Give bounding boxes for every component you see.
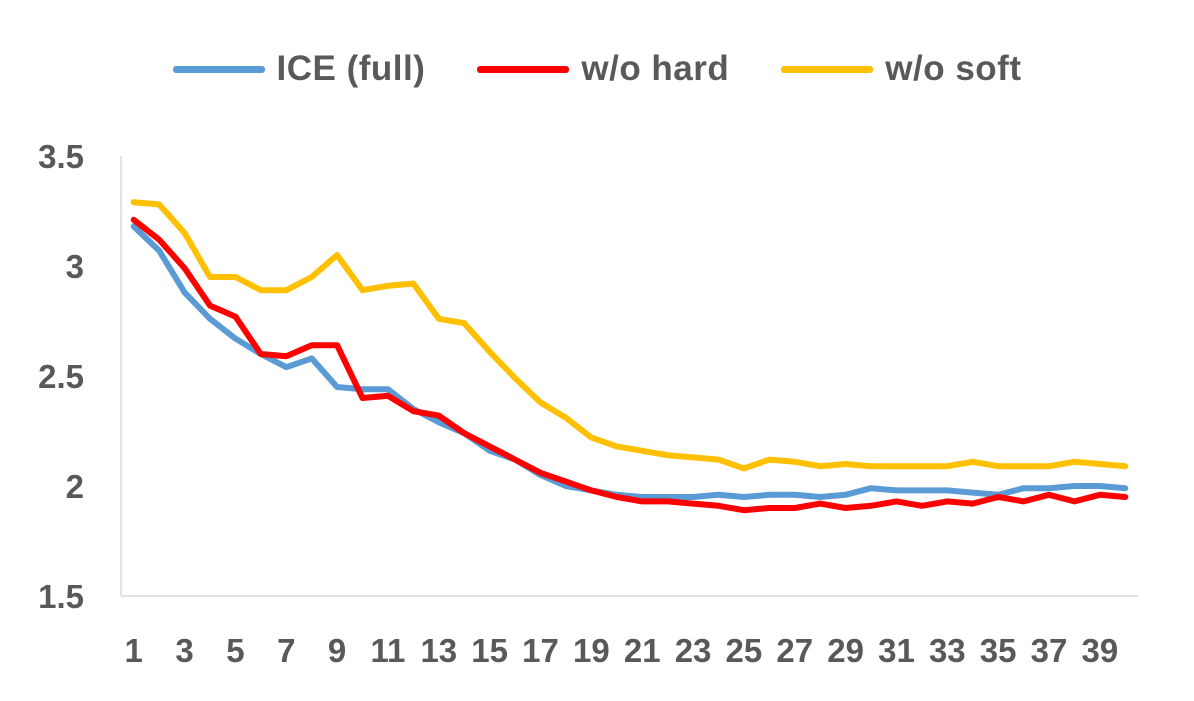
y-tick-label: 2.5: [38, 358, 84, 395]
x-tick-label: 7: [277, 632, 295, 669]
legend-item-wo-hard: w/o hard: [477, 49, 729, 89]
legend-item-wo-soft: w/o soft: [781, 49, 1021, 89]
x-tick-label: 39: [1082, 632, 1119, 669]
legend-label-wo-hard: w/o hard: [581, 49, 730, 88]
x-tick-label: 25: [726, 632, 763, 669]
legend-item-ice-full: ICE (full): [172, 49, 426, 89]
x-tick-label: 19: [573, 632, 610, 669]
y-tick-label: 2: [66, 468, 84, 505]
x-tick-label: 29: [827, 632, 864, 669]
x-tick-label: 27: [776, 632, 813, 669]
series-line-ice-full: [130, 223, 1129, 500]
x-tick-label: 35: [980, 632, 1017, 669]
x-tick-label: 21: [624, 632, 661, 669]
x-tick-label: 17: [522, 632, 559, 669]
x-tick-label: 15: [471, 632, 508, 669]
legend-swatch-wo-hard: [477, 65, 570, 73]
x-tick-label: 13: [420, 632, 457, 669]
series-line-w-o-soft: [130, 199, 1129, 472]
x-tick-label: 31: [878, 632, 915, 669]
x-tick-label: 1: [125, 632, 143, 669]
legend-label-wo-soft: w/o soft: [885, 49, 1022, 88]
x-tick-label: 5: [226, 632, 244, 669]
y-axis-ticks: 1.5 2 2.5 3 3.5: [38, 138, 84, 615]
chart-axes: [120, 156, 1138, 597]
x-tick-label: 23: [675, 632, 712, 669]
x-tick-label: 33: [929, 632, 966, 669]
y-tick-label: 3: [66, 248, 84, 285]
x-tick-label: 9: [328, 632, 346, 669]
y-tick-label: 1.5: [38, 578, 84, 615]
x-axis-ticks: 1 3 5 7 9 11 13 15 17 19 21 23 25 27 29 31 33 35 37 39: [125, 632, 1119, 669]
y-tick-label: 3.5: [38, 138, 84, 175]
series-line-w-o-hard: [130, 216, 1129, 514]
legend-swatch-ice-full: [172, 65, 265, 73]
legend-swatch-wo-soft: [781, 65, 874, 73]
chart-series-lines: [130, 199, 1129, 514]
x-tick-label: 37: [1031, 632, 1068, 669]
legend-label-ice-full: ICE (full): [276, 49, 426, 88]
x-tick-label: 3: [175, 632, 193, 669]
chart-legend: ICE (full) w/o hard w/o soft: [0, 44, 1194, 94]
x-tick-label: 11: [371, 632, 406, 669]
